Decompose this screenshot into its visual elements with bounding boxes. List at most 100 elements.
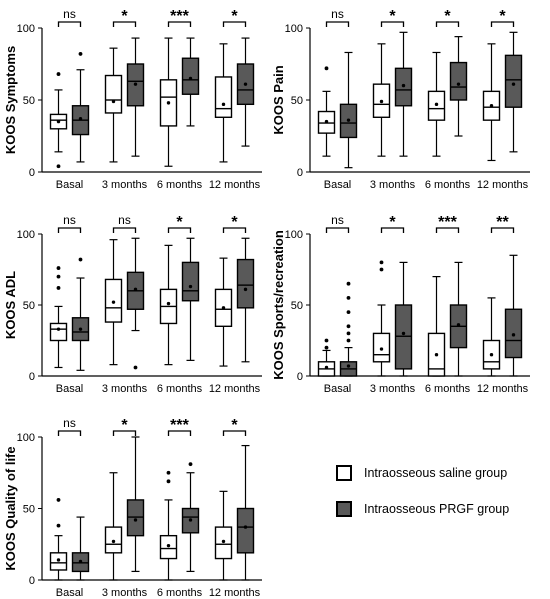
box-saline [317,66,336,157]
outlier-point [346,338,351,343]
box-mean-dot [511,333,516,337]
box-prgf [126,37,145,157]
significance-bracket [112,430,137,436]
box-mean-dot [166,543,171,548]
significance-label: * [499,8,506,25]
significance-bracket [57,21,82,27]
outlier-point [379,260,384,265]
y-tick-label: 100 [285,23,303,35]
chart-panel-1: 0 50 100 KOOS Symptoms Basal ns 3 months * 6 mon… [3,7,262,191]
significance-bracket [490,227,515,233]
significance-bracket [490,21,515,27]
x-tick-label: Basal [56,383,84,395]
box-saline [159,37,178,167]
significance-label: ns [331,213,344,227]
box-saline [214,490,233,581]
box-mean-dot [324,365,329,370]
x-tick-label: 6 months [425,383,471,395]
outlier-point [346,324,351,329]
box-prgf [394,31,413,157]
box-saline [372,260,391,377]
y-axis-title: KOOS Sports/recreation [271,230,286,380]
legend: Intraosseous saline group Intraosseous P… [336,462,546,534]
significance-bracket [167,21,192,27]
y-tick-label: 50 [23,504,35,516]
box-mean-dot [133,287,138,292]
outlier-point [78,257,83,262]
significance-bracket [57,430,82,436]
x-tick-label: 3 months [102,179,148,191]
y-tick-label: 0 [29,167,35,179]
chart-panel-3: 0 50 100 KOOS ADL Basal ns 3 months ns 6 months *… [3,213,262,395]
significance-label: *** [170,8,189,25]
box-saline [214,257,233,367]
significance-label: * [444,8,451,25]
significance-label: * [231,214,238,231]
box-mean-dot [221,102,226,107]
significance-bracket [435,227,460,233]
outlier-point [346,296,351,300]
box-mean-dot [78,117,83,121]
outlier-point [56,266,61,270]
outlier-point [133,365,138,370]
box-iqr [181,261,200,302]
box-iqr [104,74,123,114]
box-iqr [449,61,468,101]
x-tick-label: Basal [56,179,84,191]
y-tick-label: 100 [285,229,303,241]
box-mean-dot [243,525,248,529]
box-mean-dot [346,118,351,122]
box-prgf [339,51,358,169]
box-iqr [236,258,255,309]
x-tick-label: 12 months [477,179,529,191]
box-mean-dot [188,518,193,522]
box-mean-dot [434,102,439,107]
y-tick-label: 100 [17,432,35,444]
significance-label: * [121,8,128,25]
box-mean-dot [166,301,171,306]
significance-label: ns [63,7,76,21]
box-saline [49,72,68,169]
significance-label: *** [438,214,457,231]
box-saline [482,297,501,377]
x-tick-label: 6 months [157,587,203,599]
y-axis-title: KOOS Symptoms [3,46,18,154]
significance-bracket [435,21,460,27]
box-iqr [126,499,145,537]
box-mean-dot [56,558,61,562]
y-tick-label: 0 [29,575,35,587]
box-mean-dot [56,327,61,331]
outlier-point [56,164,61,169]
y-tick-label: 0 [29,371,35,383]
legend-swatch-prgf [336,501,352,517]
significance-bracket [325,227,350,233]
box-prgf [504,31,523,153]
significance-label: *** [170,417,189,434]
box-mean-dot [166,101,171,105]
legend-swatch-saline [336,465,352,481]
outlier-point [346,331,351,336]
significance-label: ** [496,214,509,231]
box-mean-dot [111,300,116,304]
box-mean-dot [401,331,406,336]
y-tick-label: 0 [297,167,303,179]
x-tick-label: 12 months [209,587,261,599]
significance-bracket [112,21,137,27]
legend-label-saline: Intraosseous saline group [364,466,508,480]
significance-bracket [222,430,247,436]
box-saline [427,51,446,157]
box-prgf [181,462,200,573]
box-saline [214,43,233,163]
box-prgf [71,516,90,581]
significance-bracket [380,227,405,233]
x-tick-label: 3 months [102,383,148,395]
box-prgf [71,52,90,163]
y-axis-title: KOOS Pain [271,65,286,134]
x-tick-label: 3 months [370,383,416,395]
y-tick-label: 0 [297,371,303,383]
box-iqr [236,507,255,554]
y-tick-label: 50 [291,300,303,312]
box-saline [317,338,336,377]
y-axis-title: KOOS ADL [3,271,18,339]
